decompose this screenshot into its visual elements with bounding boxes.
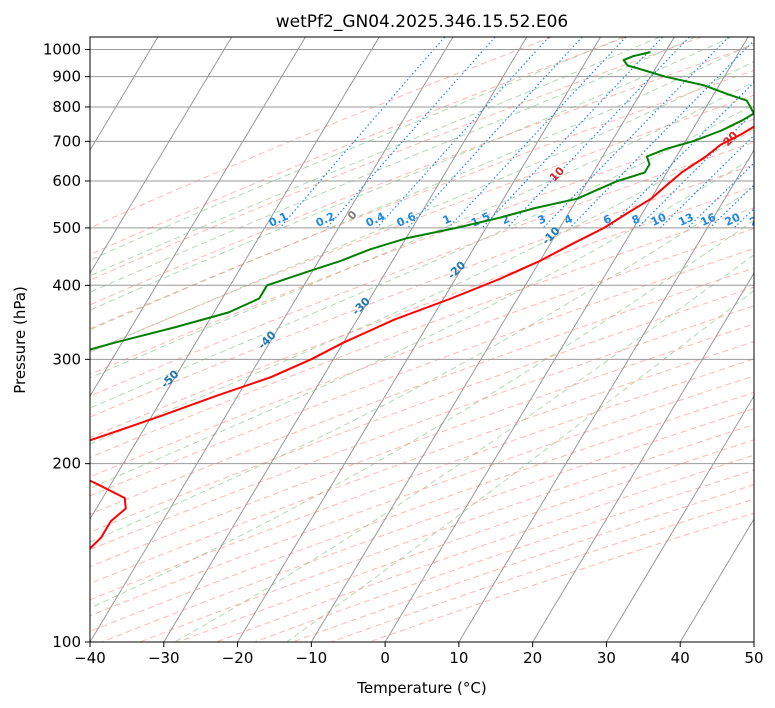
- moist-adiabat: [90, 128, 754, 445]
- x-tick-label: 20: [523, 649, 542, 667]
- moist-adiabat: [90, 37, 696, 293]
- isotherm: [90, 37, 159, 152]
- dry-adiabats: [90, 37, 754, 642]
- dry-adiabat: [90, 37, 553, 229]
- moist-adiabat: [90, 81, 754, 379]
- isotherm: [310, 37, 675, 642]
- x-tick-label: 40: [671, 649, 690, 667]
- x-axis-label: Temperature (°C): [356, 679, 486, 697]
- dewpoint-profile: [90, 51, 754, 351]
- mixing-ratio-label: 20: [723, 210, 743, 228]
- dry-adiabat: [90, 37, 702, 281]
- dry-adiabat: [90, 37, 627, 256]
- dry-adiabat: [90, 267, 754, 515]
- isotherm: [90, 37, 380, 521]
- temperature-profile: [90, 125, 754, 550]
- y-tick-label: 800: [52, 98, 81, 116]
- x-tick-label: −40: [74, 649, 106, 667]
- mixing-ratio-lines: [279, 37, 754, 229]
- moist-adiabat: [90, 37, 732, 311]
- dry-adiabat: [90, 186, 754, 439]
- mixing-ratio-line: [326, 37, 496, 229]
- y-axis-ticks: 100 200 300 400 500 600 700 800 900 1000: [43, 41, 90, 651]
- dry-adiabat: [90, 323, 754, 568]
- isotherm: [90, 37, 454, 642]
- mixing-ratio-line: [569, 39, 754, 229]
- y-tick-label: 600: [52, 172, 81, 190]
- dry-adiabat: [90, 391, 754, 632]
- mixing-ratio-line: [506, 37, 690, 229]
- moist-adiabat: [90, 187, 754, 543]
- x-tick-label: −30: [148, 649, 180, 667]
- x-tick-label: 10: [449, 649, 468, 667]
- isotherm: [384, 37, 749, 642]
- mixing-ratio-label: 16: [699, 210, 719, 228]
- isotherms: [90, 37, 754, 642]
- pressure-gridlines: [90, 49, 754, 642]
- y-tick-label: 300: [52, 350, 81, 368]
- moist-adiabat: [90, 156, 754, 489]
- isotherm: [458, 149, 754, 642]
- moist-adiabat: [90, 42, 754, 331]
- mixing-ratio-label: 10: [649, 210, 669, 228]
- mixing-ratio-label: 25: [748, 211, 767, 229]
- mixing-ratio-line: [447, 37, 627, 229]
- mixing-ratio-line: [407, 37, 583, 229]
- y-tick-label: 1000: [43, 41, 81, 59]
- isotherm: [679, 518, 754, 642]
- mixing-ratio-label: 13: [676, 211, 695, 229]
- y-tick-label: 900: [52, 68, 81, 86]
- isotherm: [90, 37, 233, 275]
- isotherm: [606, 395, 754, 642]
- isotherm: [532, 272, 754, 642]
- moist-adiabat: [90, 60, 754, 353]
- dry-adiabat: [90, 358, 754, 601]
- mixing-ratio-line: [608, 81, 754, 229]
- mixing-ratio-line: [687, 162, 754, 229]
- plot-frame: [89, 36, 755, 643]
- sounding-profiles: [90, 51, 754, 550]
- y-tick-label: 200: [52, 455, 81, 473]
- chart-title: wetPf2_GN04.2025.346.15.52.E06: [276, 12, 568, 32]
- moist-adiabats: [90, 37, 754, 642]
- isotherm: [237, 37, 601, 642]
- y-tick-label: 100: [52, 633, 81, 651]
- isotherm: [163, 37, 528, 642]
- mixing-ratio-line: [542, 37, 730, 229]
- x-tick-label: 50: [744, 649, 763, 667]
- moist-adiabat: [90, 37, 660, 277]
- y-tick-label: 700: [52, 132, 81, 150]
- dry-adiabat: [90, 305, 754, 551]
- y-axis-label: Pressure (hPa): [11, 286, 29, 394]
- x-axis-ticks: −40 −30 −20 −10 0 10 20 30 40 50: [74, 642, 764, 667]
- y-tick-label: 400: [52, 276, 81, 294]
- y-tick-label: 500: [52, 219, 81, 237]
- dry-adiabat: [90, 69, 754, 330]
- x-tick-label: −20: [222, 649, 254, 667]
- dry-adiabat: [90, 248, 754, 497]
- x-tick-label: 0: [380, 649, 390, 667]
- mixing-ratio-line: [481, 37, 664, 229]
- x-tick-label: 30: [597, 649, 616, 667]
- moist-adiabat: [90, 37, 624, 261]
- x-tick-label: −10: [296, 649, 328, 667]
